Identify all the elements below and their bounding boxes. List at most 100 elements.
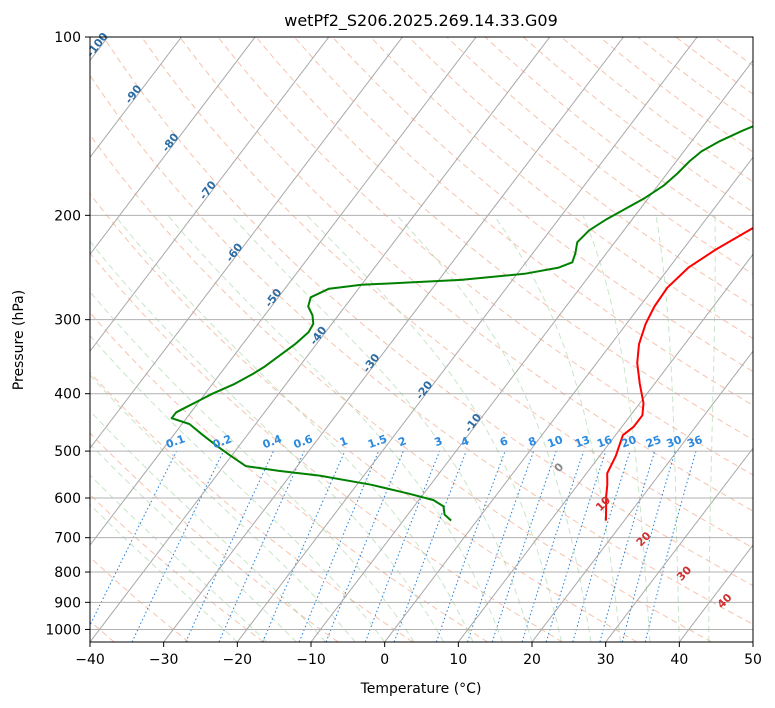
mixing-ratio-label: 20 — [619, 433, 638, 451]
dry-adiabat — [293, 37, 753, 406]
y-tick-label: 500 — [54, 444, 81, 460]
isotherm — [90, 37, 477, 546]
mixing-ratio-label: 25 — [644, 433, 663, 450]
moist-adiabat — [655, 215, 680, 642]
x-tick-label: 0 — [380, 652, 389, 668]
mixing-ratio-line — [435, 450, 506, 642]
y-tick-label: 1000 — [45, 622, 81, 638]
isotherm — [90, 37, 182, 159]
mixing-ratio-label: 0.6 — [292, 432, 315, 451]
mixing-ratio-label: 3 — [433, 434, 445, 449]
moist-adiabat — [396, 214, 592, 642]
y-tick-label: 300 — [54, 313, 81, 329]
moist-adiabat — [90, 290, 415, 642]
x-tick-label: −40 — [75, 652, 105, 668]
mixing-ratio-label: 2 — [396, 434, 408, 449]
mixing-ratio-label: 16 — [595, 433, 614, 451]
y-axis: 100 200 300 400 500 600 700 800 900 1000 — [45, 30, 90, 638]
isotherm — [531, 350, 753, 642]
y-tick-label: 400 — [54, 387, 81, 403]
mixing-ratio-label: 13 — [573, 433, 592, 450]
y-tick-label: 800 — [54, 565, 81, 581]
moist-adiabat — [90, 443, 297, 642]
mixing-ratio-label: 36 — [685, 433, 704, 451]
moist-adiabat — [90, 334, 386, 642]
mixing-ratio-line — [599, 450, 656, 642]
mixing-ratio-label: 6 — [498, 434, 510, 449]
moist-adiabat — [167, 214, 503, 642]
moist-adiabat — [230, 214, 533, 642]
mixing-ratio-line — [545, 450, 607, 642]
dry-adiabats — [90, 37, 753, 642]
mixing-ratio-line — [364, 450, 441, 642]
mixing-ratio-label: 1.5 — [366, 432, 389, 451]
moist-adiabat — [90, 410, 327, 642]
dry-adiabat — [90, 193, 638, 642]
mixing-ratio-label: 10 — [546, 433, 565, 451]
moist-adiabat — [493, 215, 621, 642]
mixing-ratio-label: 1 — [338, 434, 350, 449]
isotherm — [310, 59, 753, 642]
moist-adiabats — [90, 214, 716, 642]
isotherm — [90, 37, 551, 642]
dry-adiabat — [90, 432, 339, 642]
isotherm — [457, 253, 753, 642]
mixing-ratio-label: 0.4 — [261, 432, 284, 451]
x-tick-label: 10 — [449, 652, 467, 668]
moist-adiabat — [708, 215, 716, 642]
chart-title: wetPf2_S206.2025.269.14.33.G09 — [284, 11, 558, 31]
y-tick-label: 700 — [54, 531, 81, 547]
mixing-ratio-line — [521, 450, 585, 642]
pressure-gridlines — [90, 37, 753, 630]
moist-adiabat — [90, 474, 268, 642]
mixing-ratio-line — [467, 450, 535, 642]
dry-adiabat — [90, 134, 712, 642]
x-tick-label: 40 — [670, 652, 688, 668]
plot-frame — [89, 36, 754, 643]
mixing-ratio-line — [218, 450, 305, 642]
mixing-ratio-label: 0.1 — [164, 432, 187, 451]
y-tick-label: 600 — [54, 491, 81, 507]
mixing-ratio-line — [491, 450, 557, 642]
isotherm — [90, 37, 330, 353]
profile-series — [170, 125, 753, 522]
isotherm — [90, 37, 256, 256]
mixing-ratio-label: 8 — [527, 434, 539, 449]
x-tick-label: 50 — [744, 652, 762, 668]
mixing-ratio-label: 0.2 — [211, 432, 234, 451]
x-tick-label: −30 — [149, 652, 179, 668]
x-tick-label: 30 — [597, 652, 615, 668]
mixing-ratio-line — [325, 450, 404, 642]
profile-line — [170, 125, 753, 522]
mixing-ratio-line — [262, 450, 346, 642]
mixing-ratio-line — [572, 450, 631, 642]
mixing-ratio-label: 4 — [459, 434, 471, 449]
mixing-ratio-line — [298, 450, 380, 642]
mixing-ratio-line — [90, 450, 178, 627]
isotherm — [236, 37, 698, 642]
y-tick-label: 100 — [54, 30, 81, 46]
isotherm — [163, 37, 624, 642]
y-tick-label: 900 — [54, 595, 81, 611]
isotherm — [90, 37, 403, 449]
moist-adiabat — [582, 215, 651, 642]
mixing-ratio-label: 30 — [665, 433, 684, 451]
profile-line — [604, 226, 753, 521]
y-axis-title: Pressure (hPa) — [11, 290, 27, 390]
isotherm — [384, 156, 753, 642]
moist-adiabat — [114, 214, 474, 642]
mixing-ratio-line — [621, 450, 676, 642]
isotherms — [90, 37, 753, 642]
x-tick-label: 20 — [523, 652, 541, 668]
x-tick-label: −10 — [296, 652, 326, 668]
x-axis: −40 −30 −20 −10 0 10 20 30 40 50 — [75, 642, 762, 668]
y-tick-label: 200 — [54, 208, 81, 224]
x-tick-label: −20 — [223, 652, 253, 668]
dry-adiabat — [255, 37, 753, 441]
moist-adiabat — [90, 240, 445, 642]
isotherm — [605, 447, 753, 642]
x-axis-title: Temperature (°C) — [360, 681, 482, 697]
dry-adiabat — [90, 371, 414, 642]
